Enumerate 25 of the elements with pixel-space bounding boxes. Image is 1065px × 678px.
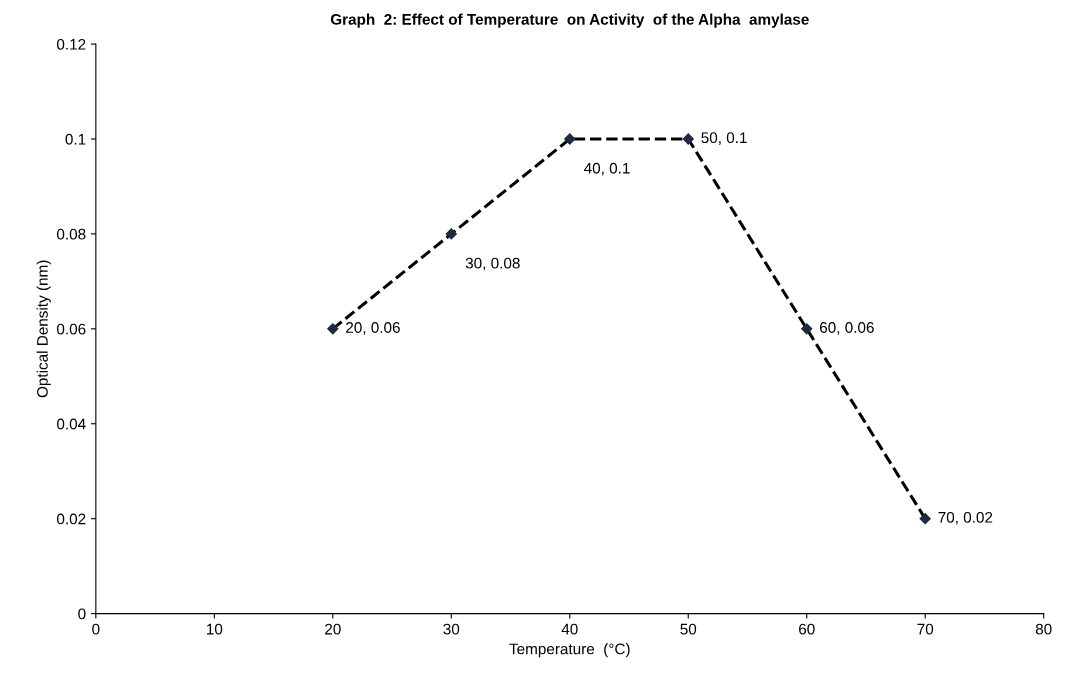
x-tick-label: 10 bbox=[207, 623, 223, 635]
data-label: 70, 0.02 bbox=[938, 511, 993, 525]
y-tick-label: 0 bbox=[78, 608, 86, 620]
x-tick-label: 50 bbox=[680, 623, 697, 635]
x-tick-label: 30 bbox=[443, 623, 460, 635]
data-label: 40, 0.1 bbox=[584, 162, 630, 176]
data-label: 20, 0.06 bbox=[346, 322, 400, 335]
x-tick-label: 40 bbox=[561, 623, 578, 635]
data-label: 30, 0.08 bbox=[465, 257, 520, 271]
y-tick-label: 0.04 bbox=[56, 418, 86, 430]
y-tick-label: 0.08 bbox=[56, 228, 86, 240]
x-tick-label: 20 bbox=[325, 623, 341, 635]
x-tick-label: 0 bbox=[92, 623, 100, 635]
x-tick-label: 60 bbox=[799, 623, 815, 635]
data-label: 60, 0.06 bbox=[820, 322, 874, 335]
y-axis-title: Optical Density (nm) bbox=[36, 260, 51, 398]
y-tick-label: 0.02 bbox=[56, 513, 86, 525]
x-tick-label: 70 bbox=[917, 623, 934, 635]
data-label: 50, 0.1 bbox=[701, 132, 747, 145]
y-tick-label: 0.1 bbox=[65, 133, 86, 145]
x-tick-label: 80 bbox=[1035, 623, 1052, 635]
x-axis-title: Temperature (°C) bbox=[509, 643, 630, 658]
y-tick-label: 0.06 bbox=[56, 323, 86, 335]
y-tick-label: 0.12 bbox=[56, 38, 86, 50]
chart-title: Graph 2: Effect of Temperature on Activity of the Alpha amylase bbox=[330, 13, 809, 28]
